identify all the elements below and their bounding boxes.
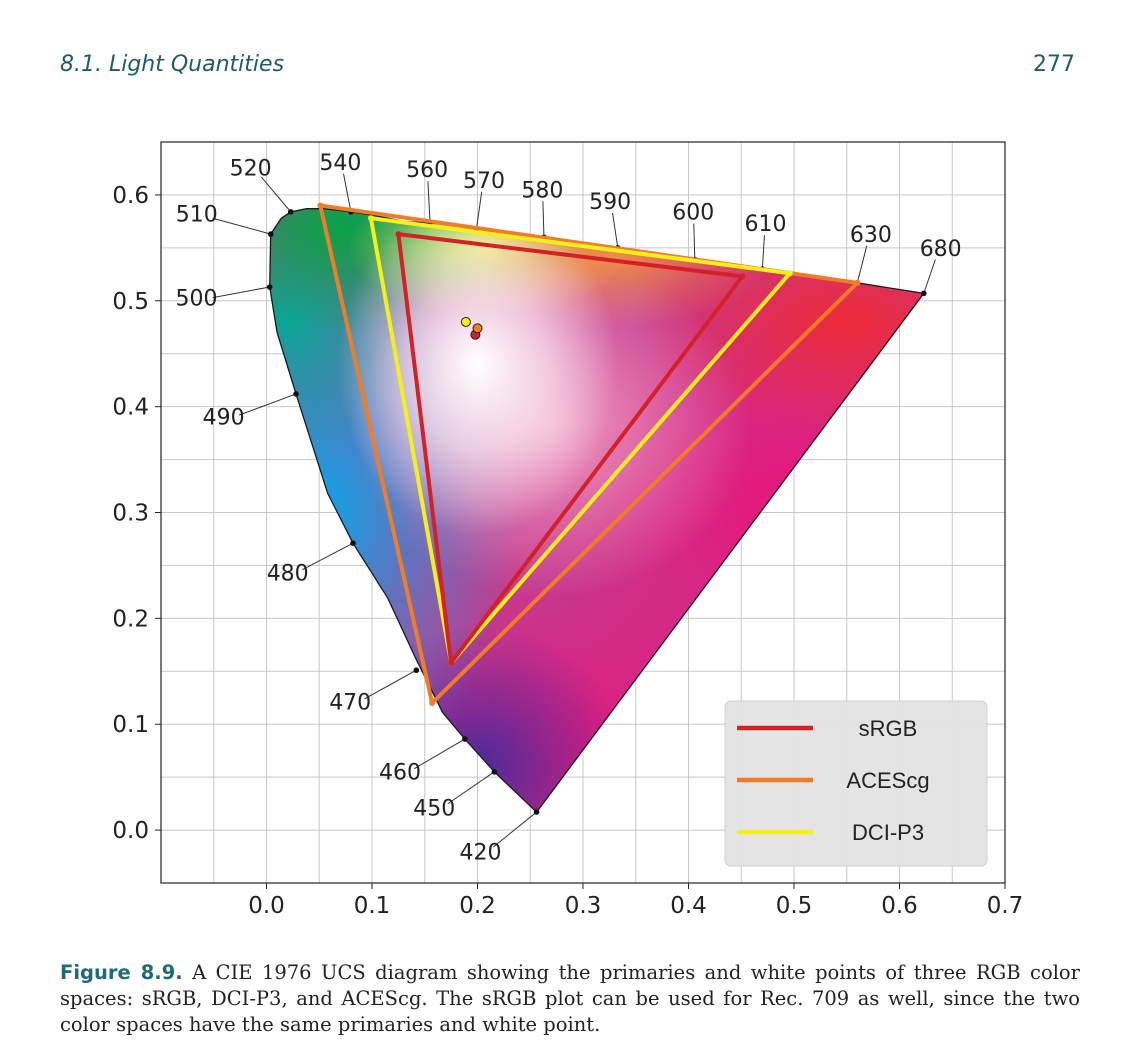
primary-point-srgb bbox=[395, 231, 402, 238]
y-tick-label: 0.6 bbox=[112, 183, 149, 209]
wavelength-label-510: 510 bbox=[176, 203, 218, 228]
gamut-white bbox=[337, 208, 618, 535]
wavelength-leader-line bbox=[493, 811, 537, 848]
wavelength-label-520: 520 bbox=[230, 156, 272, 181]
wavelength-point bbox=[920, 290, 927, 297]
wavelength-label-590: 590 bbox=[589, 190, 631, 215]
caption-text: A CIE 1976 UCS diagram showing the prima… bbox=[60, 961, 1080, 1036]
wavelength-label-630: 630 bbox=[850, 223, 892, 248]
wavelength-point bbox=[413, 667, 420, 674]
wavelength-leader-line bbox=[923, 259, 936, 294]
wavelength-leader-line bbox=[413, 738, 466, 770]
wavelength-point bbox=[267, 231, 274, 237]
x-tick-label: 0.6 bbox=[881, 893, 918, 919]
figure-caption: Figure 8.9. A CIE 1976 UCS diagram showi… bbox=[60, 960, 1080, 1038]
axes: 0.0 0.1 0.2 0.3 0.4 0.5 0.6 0.7 0.0 0.1 0.2 0.3 0.4 0… bbox=[112, 141, 1024, 919]
wavelength-leader-line bbox=[212, 217, 271, 235]
x-tick-label: 0.3 bbox=[565, 893, 602, 919]
wavelength-label-600: 600 bbox=[672, 201, 714, 226]
y-tick-label: 0.1 bbox=[112, 712, 149, 738]
figure-label: Figure 8.9. bbox=[60, 961, 183, 984]
wavelength-leader-line bbox=[302, 542, 354, 571]
primary-point-srgb bbox=[448, 659, 455, 666]
wavelength-leader-line bbox=[212, 286, 270, 299]
wavelength-leader-line bbox=[427, 181, 431, 223]
wavelength-label-580: 580 bbox=[521, 178, 563, 203]
wavelength-label-480: 480 bbox=[267, 561, 309, 586]
wavelength-label-570: 570 bbox=[463, 169, 505, 194]
x-tick-label: 0.0 bbox=[248, 893, 285, 919]
wavelength-label-470: 470 bbox=[329, 691, 371, 716]
legend-label-acescg: ACEScg bbox=[846, 768, 929, 793]
wavelength-point bbox=[293, 391, 299, 397]
wavelength-label-540: 540 bbox=[319, 151, 361, 176]
wavelength-leader-line bbox=[475, 191, 483, 229]
x-tick-label: 0.2 bbox=[459, 893, 496, 919]
wavelength-point bbox=[491, 769, 498, 775]
y-tick-label: 0.2 bbox=[112, 606, 149, 632]
page-number: 277 bbox=[1033, 52, 1075, 77]
wavelength-leader-line bbox=[260, 176, 292, 213]
wavelength-label-460: 460 bbox=[379, 761, 421, 786]
running-header-section: 8.1. Light Quantities bbox=[60, 52, 285, 77]
wavelength-point bbox=[350, 540, 356, 546]
x-tick-label: 0.1 bbox=[354, 893, 391, 919]
primary-point-dci-p3 bbox=[786, 270, 793, 277]
wavelength-leader-line bbox=[542, 201, 545, 238]
wavelength-point bbox=[287, 209, 294, 215]
wavelength-leader-line bbox=[343, 173, 352, 212]
wavelength-leader-line bbox=[761, 235, 765, 270]
white-point-dci-p3 bbox=[460, 316, 471, 327]
x-tick-label: 0.4 bbox=[670, 893, 707, 919]
wavelength-point bbox=[266, 284, 273, 290]
legend-label-dci-p3: DCI-P3 bbox=[852, 820, 924, 845]
wavelength-label-610: 610 bbox=[745, 212, 787, 237]
wavelength-leader-line bbox=[693, 223, 696, 260]
wavelength-label-500: 500 bbox=[176, 286, 218, 311]
x-tick-label: 0.7 bbox=[987, 893, 1024, 919]
wavelength-point bbox=[462, 736, 468, 742]
y-tick-label: 0.3 bbox=[112, 501, 149, 527]
wavelength-label-680: 680 bbox=[920, 237, 962, 262]
white-point-acescg bbox=[472, 323, 483, 334]
primary-point-acescg bbox=[854, 279, 861, 286]
y-tick-label: 0.5 bbox=[112, 289, 149, 315]
triangle-acescg bbox=[318, 203, 860, 705]
wavelength-leader-line bbox=[856, 245, 868, 283]
primary-point-acescg bbox=[317, 202, 324, 209]
legend-label-srgb: sRGB bbox=[859, 716, 918, 741]
triangle-dci-p3 bbox=[368, 216, 792, 665]
wavelength-leader-line bbox=[612, 212, 619, 248]
legend: sRGB ACEScg DCI-P3 bbox=[724, 700, 988, 867]
legend-box bbox=[724, 700, 988, 867]
color-space-triangles bbox=[317, 202, 861, 707]
primary-point-dci-p3 bbox=[367, 215, 374, 222]
wavelength-label-450: 450 bbox=[413, 796, 455, 821]
wavelength-leader-line bbox=[238, 393, 297, 416]
y-tick-label: 0.4 bbox=[112, 395, 149, 421]
wavelength-label-490: 490 bbox=[203, 406, 245, 431]
wavelength-point bbox=[533, 809, 540, 815]
triangle-srgb bbox=[396, 232, 745, 665]
primary-point-acescg bbox=[429, 700, 436, 707]
x-tick-label: 0.5 bbox=[776, 893, 813, 919]
primary-point-srgb bbox=[739, 273, 746, 280]
wavelength-leader-line bbox=[447, 771, 495, 805]
y-tick-label: 0.0 bbox=[112, 818, 149, 844]
wavelength-label-560: 560 bbox=[406, 158, 448, 183]
wavelength-label-420: 420 bbox=[460, 840, 502, 865]
wavelength-leader-line bbox=[364, 669, 417, 700]
